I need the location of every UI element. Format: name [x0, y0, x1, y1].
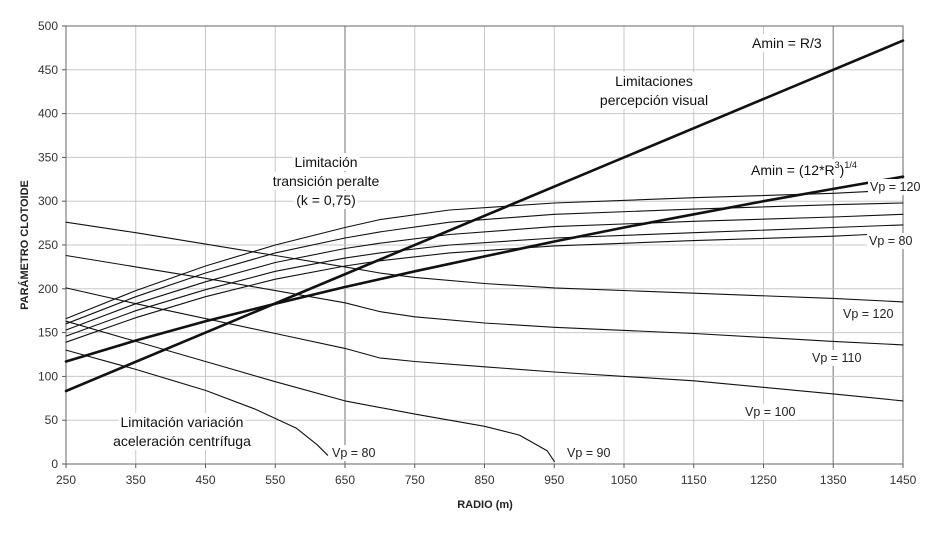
bold-curve-1	[64, 175, 905, 363]
label-vp120-upper: Vp = 120	[870, 180, 920, 194]
x-tick-750: 750	[405, 473, 425, 487]
x-tick-1150: 1150	[681, 473, 707, 487]
vp-curve-6	[65, 233, 869, 343]
bold-curve-0	[64, 39, 905, 393]
label-background	[841, 306, 896, 322]
annotation-aceleracion-1: Limitación variación	[121, 414, 244, 430]
y-tick-200: 200	[38, 282, 58, 296]
annotation-percepcion-1: Limitaciones	[615, 73, 693, 89]
vp-curve-4	[65, 213, 904, 331]
x-tick-350: 350	[126, 473, 146, 487]
vp-curve-8	[65, 254, 904, 346]
annotations: Amin = R/3 Amin = (12*R3)1/4 Limitacione…	[111, 34, 859, 450]
label-vp120-lower: Vp = 120	[843, 307, 893, 321]
label-background	[292, 153, 360, 171]
label-background	[111, 432, 254, 450]
annotation-peralte-1: Limitación	[294, 154, 357, 170]
label-background	[118, 413, 246, 431]
y-tick-450: 450	[38, 63, 58, 77]
annotation-peralte-2: transición peralte	[273, 173, 380, 189]
label-background	[613, 72, 695, 90]
label-background	[867, 233, 915, 249]
label-vp110: Vp = 110	[812, 351, 862, 365]
label-background	[743, 404, 798, 420]
y-tick-50: 50	[45, 413, 59, 427]
label-vp100: Vp = 100	[745, 405, 795, 419]
y-tick-400: 400	[38, 107, 58, 121]
vp-curve-3	[65, 202, 904, 325]
annotation-aceleracion-2: aceleración centrífuga	[113, 433, 251, 449]
label-background	[330, 445, 378, 461]
vp-curve-7	[65, 221, 904, 303]
x-tick-850: 850	[474, 473, 494, 487]
annotation-amin-formula: Amin = (12*R3)1/4	[751, 160, 857, 178]
label-background	[294, 191, 358, 209]
annotation-amin-r3: Amin = R/3	[752, 35, 822, 51]
y-axis-title: PARÁMETRO CLOTOIDE	[18, 180, 31, 310]
annotation-peralte-3: (k = 0,75)	[296, 192, 356, 208]
label-background	[565, 445, 613, 461]
x-tick-650: 650	[335, 473, 355, 487]
x-tick-1350: 1350	[820, 473, 847, 487]
y-tick-500: 500	[38, 19, 58, 33]
vp-curve-10	[65, 320, 555, 462]
y-tick-0: 0	[51, 457, 58, 471]
label-background	[810, 350, 864, 366]
annotation-percepcion-2: percepción visual	[600, 92, 708, 108]
x-tick-1250: 1250	[750, 473, 777, 487]
series-labels: Vp = 120 Vp = 80 Vp = 120 Vp = 110 Vp = …	[330, 179, 923, 461]
label-vp90: Vp = 90	[567, 446, 610, 460]
y-tick-300: 300	[38, 194, 58, 208]
x-tick-1050: 1050	[611, 473, 638, 487]
tick-labels: 250 350 450 550 650 750 850 950 1050 1150 1250 1350…	[38, 19, 917, 487]
y-tick-100: 100	[38, 369, 58, 383]
vp-curve-9	[65, 287, 904, 402]
label-background	[597, 91, 711, 109]
x-tick-950: 950	[544, 473, 564, 487]
y-tick-350: 350	[38, 150, 58, 164]
label-background	[750, 34, 824, 52]
label-background	[270, 172, 382, 190]
x-tick-250: 250	[56, 473, 76, 487]
y-tick-150: 150	[38, 326, 58, 340]
vp-curve-5	[65, 224, 904, 337]
label-vp80-upper: Vp = 80	[869, 234, 912, 248]
vp-curve-11	[65, 349, 329, 456]
label-vp80-lower: Vp = 80	[332, 446, 375, 460]
series-lines	[64, 39, 905, 462]
label-background	[749, 159, 859, 179]
x-tick-1450: 1450	[890, 473, 917, 487]
x-tick-450: 450	[195, 473, 215, 487]
x-tick-550: 550	[265, 473, 285, 487]
y-tick-250: 250	[38, 238, 58, 252]
vp-curve-2	[65, 191, 869, 320]
x-axis-title: RADIO (m)	[457, 499, 513, 511]
label-background	[868, 179, 923, 195]
